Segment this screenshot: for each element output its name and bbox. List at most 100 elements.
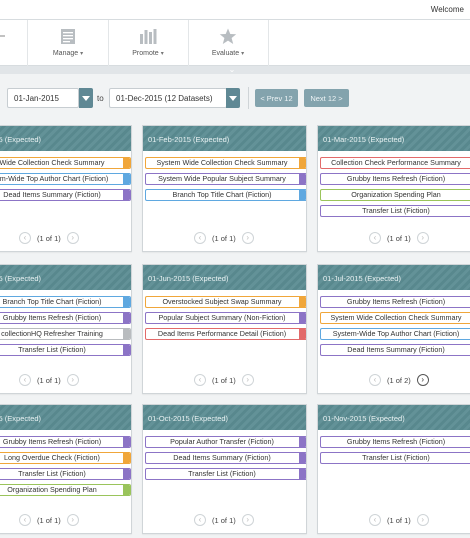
report-item[interactable]: Organization Spending Plan	[320, 189, 470, 201]
nav-divider	[27, 20, 28, 66]
report-label: Dead Items Summary (Fiction)	[347, 345, 445, 354]
next-page-button[interactable]: ›	[416, 232, 429, 244]
dataset-card: 01-Oct-2015 (Expected) Popular Author Tra…	[142, 404, 307, 534]
top-bar: Welcome	[0, 0, 470, 20]
prev-page-button[interactable]: ‹	[369, 514, 381, 526]
report-color-tab	[299, 158, 306, 168]
report-item[interactable]: System-Wide Top Author Chart (Fiction)	[320, 328, 470, 340]
report-label: System Wide Popular Subject Summary	[158, 174, 286, 183]
report-label: Overstocked Subject Swap Summary	[162, 297, 282, 306]
report-item[interactable]: Grubby Items Refresh (Fiction)	[0, 312, 131, 324]
card-pagination: ‹ (1 of 1) ›	[19, 373, 79, 387]
report-item[interactable]: Grubby Items Refresh (Fiction)	[320, 296, 470, 308]
next-page-button[interactable]: ›	[241, 514, 254, 526]
report-item[interactable]: Transfer List (Fiction)	[0, 468, 131, 480]
prev-page-button[interactable]: ‹	[369, 374, 381, 386]
report-item[interactable]: Grubby Items Refresh (Fiction)	[320, 436, 470, 448]
report-item[interactable]: Dead Items Summary (Fiction)	[0, 189, 131, 201]
report-item[interactable]: Dead Items Summary (Fiction)	[320, 344, 470, 356]
prev-page-button[interactable]: ‹	[194, 514, 206, 526]
bar-chart-icon	[139, 27, 157, 45]
report-item[interactable]: Transfer List (Fiction)	[320, 452, 470, 464]
report-color-tab	[123, 437, 130, 447]
from-date-dropdown[interactable]	[79, 88, 93, 108]
report-item[interactable]: Transfer List (Fiction)	[320, 205, 470, 217]
report-label: Grubby Items Refresh (Fiction)	[346, 297, 446, 306]
report-item[interactable]: Branch Top Title Chart (Fiction)	[145, 189, 306, 201]
prev-page-button[interactable]: ‹	[19, 232, 31, 244]
report-color-tab	[123, 329, 130, 339]
report-item[interactable]: Dead Items Summary (Fiction)	[145, 452, 306, 464]
report-item[interactable]: Dead Items Performance Detail (Fiction)	[145, 328, 306, 340]
card-title: 2015 (Expected)	[0, 265, 131, 290]
to-date-field[interactable]: 01-Dec-2015 (12 Datasets)	[109, 88, 227, 108]
dataset-card: 2015 (Expected) Wide Collection Check Sum…	[0, 125, 132, 252]
report-label: Popular Subject Summary (Non-Fiction)	[158, 313, 286, 322]
report-label: Organization Spending Plan	[351, 190, 441, 199]
report-item[interactable]: Organization Spending Plan	[0, 484, 131, 496]
report-item[interactable]: System Wide Collection Check Summary	[320, 312, 470, 324]
report-item[interactable]: Transfer List (Fiction)	[0, 344, 131, 356]
report-item[interactable]: Grubby Items Refresh (Fiction)	[0, 436, 131, 448]
report-item[interactable]: System Wide Collection Check Summary	[145, 157, 306, 169]
next-page-button[interactable]: ›	[66, 514, 79, 526]
report-item[interactable]: Wide Collection Check Summary	[0, 157, 131, 169]
chevron-down-icon: ⌄	[228, 65, 236, 74]
next-page-button[interactable]: ›	[241, 374, 254, 386]
page-indicator: (1 of 1)	[387, 515, 411, 525]
report-item[interactable]: Branch Top Title Chart (Fiction)	[0, 296, 131, 308]
prev-page-button[interactable]: ‹	[194, 232, 206, 244]
next-12-button[interactable]: Next 12 >	[304, 89, 349, 107]
prev-page-button[interactable]: ‹	[369, 232, 381, 244]
report-label: Transfer List (Fiction)	[362, 206, 430, 215]
report-color-tab	[123, 485, 130, 495]
report-item[interactable]: Overstocked Subject Swap Summary	[145, 296, 306, 308]
to-date-dropdown[interactable]	[226, 88, 240, 108]
next-page-button[interactable]: ›	[66, 374, 79, 386]
report-item[interactable]: Popular Author Transfer (Fiction)	[145, 436, 306, 448]
report-label: Long Overdue Check (Fiction)	[4, 453, 100, 462]
dataset-card: 01-Feb-2015 (Expected) System Wide Collec…	[142, 125, 307, 252]
report-item[interactable]: collectionHQ Refresher Training	[0, 328, 131, 340]
report-color-tab	[299, 174, 306, 184]
report-color-tab	[299, 437, 306, 447]
from-date-field[interactable]: 01-Jan-2015	[7, 88, 79, 108]
page-indicator: (1 of 1)	[37, 233, 61, 243]
nav-collapse-bar[interactable]: ⌄	[0, 66, 470, 74]
page-indicator: (1 of 1)	[37, 515, 61, 525]
report-item[interactable]: Collection Check Performance Summary	[320, 157, 470, 169]
report-label: System-Wide Top Author Chart (Fiction)	[332, 329, 460, 338]
nav-item-manage[interactable]: Manage ▾	[30, 20, 106, 66]
next-page-button[interactable]: ›	[416, 374, 429, 386]
dataset-card: 2015 (Expected) Grubby Items Refresh (Fic…	[0, 404, 132, 534]
report-color-tab	[123, 158, 130, 168]
report-item[interactable]: Long Overdue Check (Fiction)	[0, 452, 131, 464]
nav-item-promote[interactable]: Promote ▾	[110, 20, 186, 66]
report-item[interactable]: em-Wide Top Author Chart (Fiction)	[0, 173, 131, 185]
dataset-card: 01-Jul-2015 (Expected) Grubby Items Refre…	[317, 264, 470, 394]
next-page-button[interactable]: ›	[66, 232, 79, 244]
report-item[interactable]: Grubby Items Refresh (Fiction)	[320, 173, 470, 185]
prev-page-button[interactable]: ‹	[19, 514, 31, 526]
nav-item-evaluate[interactable]: Evaluate ▾	[190, 20, 266, 66]
page-indicator: (1 of 1)	[387, 233, 411, 243]
card-pagination: ‹ (1 of 1) ›	[194, 373, 254, 387]
report-item[interactable]: System Wide Popular Subject Summary	[145, 173, 306, 185]
caret-down-icon: ▾	[241, 51, 245, 57]
caret-down-icon: ▾	[160, 51, 164, 57]
report-label: Organization Spending Plan	[7, 485, 97, 494]
filter-divider	[248, 87, 249, 109]
dataset-card: 01-Mar-2015 (Expected) Collection Check P…	[317, 125, 470, 252]
next-page-button[interactable]: ›	[416, 514, 429, 526]
report-label: Grubby Items Refresh (Fiction)	[346, 174, 446, 183]
report-item[interactable]: Transfer List (Fiction)	[145, 468, 306, 480]
report-label: Transfer List (Fiction)	[18, 345, 86, 354]
caret-down-icon: ▾	[80, 51, 84, 57]
prev-12-button[interactable]: < Prev 12	[255, 89, 298, 107]
report-item[interactable]: Popular Subject Summary (Non-Fiction)	[145, 312, 306, 324]
prev-page-button[interactable]: ‹	[194, 374, 206, 386]
page-indicator: (1 of 1)	[37, 375, 61, 385]
nav-item-partial[interactable]	[0, 20, 10, 66]
next-page-button[interactable]: ›	[241, 232, 254, 244]
prev-page-button[interactable]: ‹	[19, 374, 31, 386]
